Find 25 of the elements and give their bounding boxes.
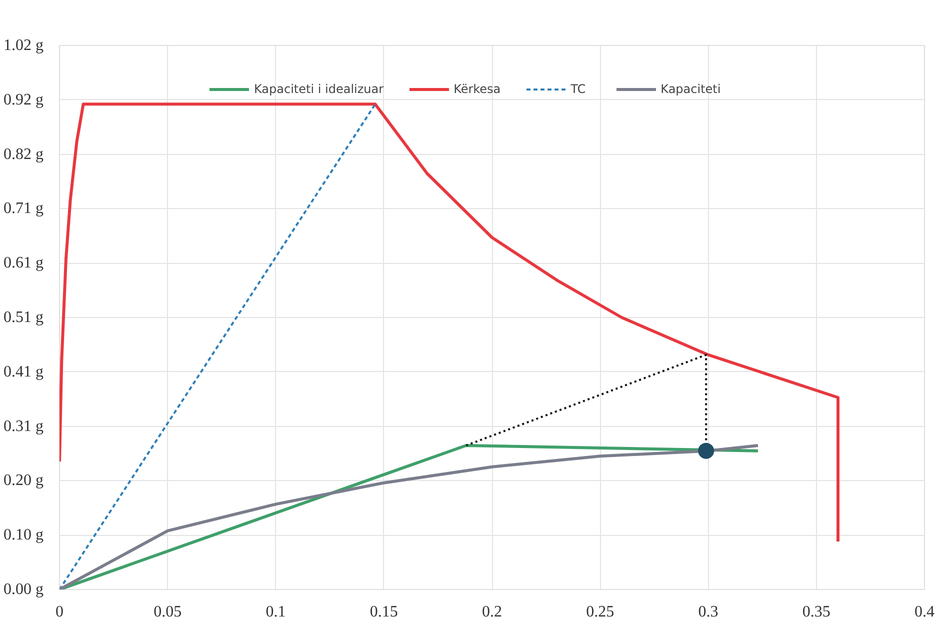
y-tick-label: 1.02 g: [4, 37, 44, 54]
y-tick-label: 0.31 g: [4, 418, 44, 435]
line-series: [60, 102, 840, 543]
y-tick-label: 0.10 g: [4, 526, 44, 544]
y-tick-label: 0.41 g: [4, 363, 44, 380]
y-tick-label: 0.82 g: [4, 146, 44, 163]
legend-label: TC: [570, 82, 587, 96]
legend-label: Kërkesa: [454, 82, 501, 96]
y-tick-label: 0.71 g: [4, 200, 44, 218]
x-tick-label: 0.4: [914, 604, 934, 619]
y-tick-label: 0.20 g: [4, 472, 44, 490]
legend-label: Kapaciteti: [660, 82, 721, 96]
y-tick-label: 0.51 g: [4, 309, 44, 326]
y-tick-label: 0.00 g: [4, 581, 44, 598]
x-tick-label: 0.2: [482, 604, 502, 619]
x-tick-label: 0: [56, 604, 64, 619]
legend-label: Kapaciteti i idealizuar: [254, 82, 384, 96]
x-tick-label: 0.25: [586, 604, 614, 619]
x-tick-label: 0.15: [370, 604, 398, 619]
y-tick-label: 0.92 g: [4, 91, 44, 108]
x-tick-label: 0.35: [802, 604, 830, 619]
x-tick-label: 0.05: [154, 604, 182, 619]
x-tick-label: 0.1: [266, 604, 286, 619]
y-tick-label: 0.61 g: [4, 254, 44, 272]
x-tick-label: 0.3: [698, 604, 718, 619]
